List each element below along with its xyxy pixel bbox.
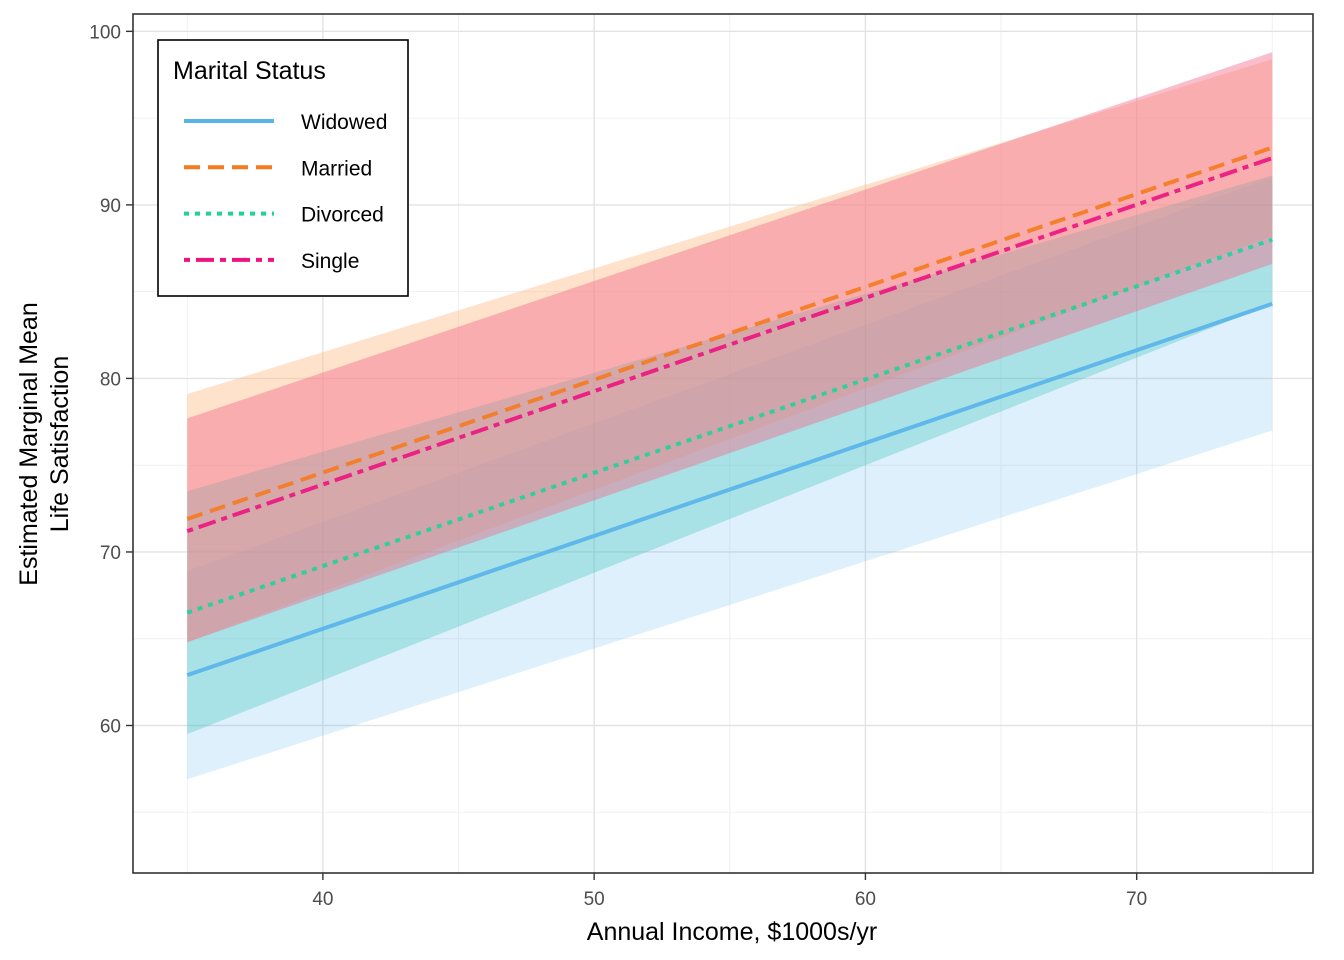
legend-items: Widowed Married Divorced Single [184, 111, 387, 273]
x-tick-label: 70 [1126, 889, 1147, 910]
confidence-band-married [187, 59, 1273, 643]
y-axis-title-line1: Estimated Marginal Mean [15, 302, 43, 585]
ribbon-layer [187, 52, 1273, 780]
x-tick-label: 60 [855, 889, 876, 910]
legend-label-widowed: Widowed [301, 111, 387, 134]
y-tick-label: 90 [100, 196, 121, 217]
y-tick-label: 80 [100, 369, 121, 390]
axis-layer: 40 50 60 70 60 70 80 90 100 [89, 22, 1147, 910]
legend-label-single: Single [301, 250, 359, 273]
x-tick-label: 40 [312, 889, 333, 910]
y-tick-label: 100 [89, 22, 121, 43]
legend-label-divorced: Divorced [301, 204, 384, 227]
line-layer [186, 145, 1273, 678]
legend: Marital Status Widowed Married Divorced Sin… [157, 39, 409, 297]
y-tick-label: 60 [100, 716, 121, 737]
panel-border [132, 13, 1314, 874]
series-line-single [186, 156, 1273, 534]
x-axis-title: Annual Income, $1000s/yr [587, 918, 877, 946]
confidence-band-single [187, 52, 1273, 643]
confidence-band-divorced [187, 175, 1273, 735]
x-tick-label: 50 [584, 889, 605, 910]
legend-label-married: Married [301, 157, 372, 180]
series-line-widowed [186, 301, 1273, 678]
confidence-band-widowed [187, 177, 1273, 780]
series-line-divorced [186, 237, 1273, 615]
legend-title: Marital Status [173, 57, 326, 85]
y-axis-title-line2: Life Satisfaction [46, 356, 74, 533]
y-tick-label: 70 [100, 543, 121, 564]
